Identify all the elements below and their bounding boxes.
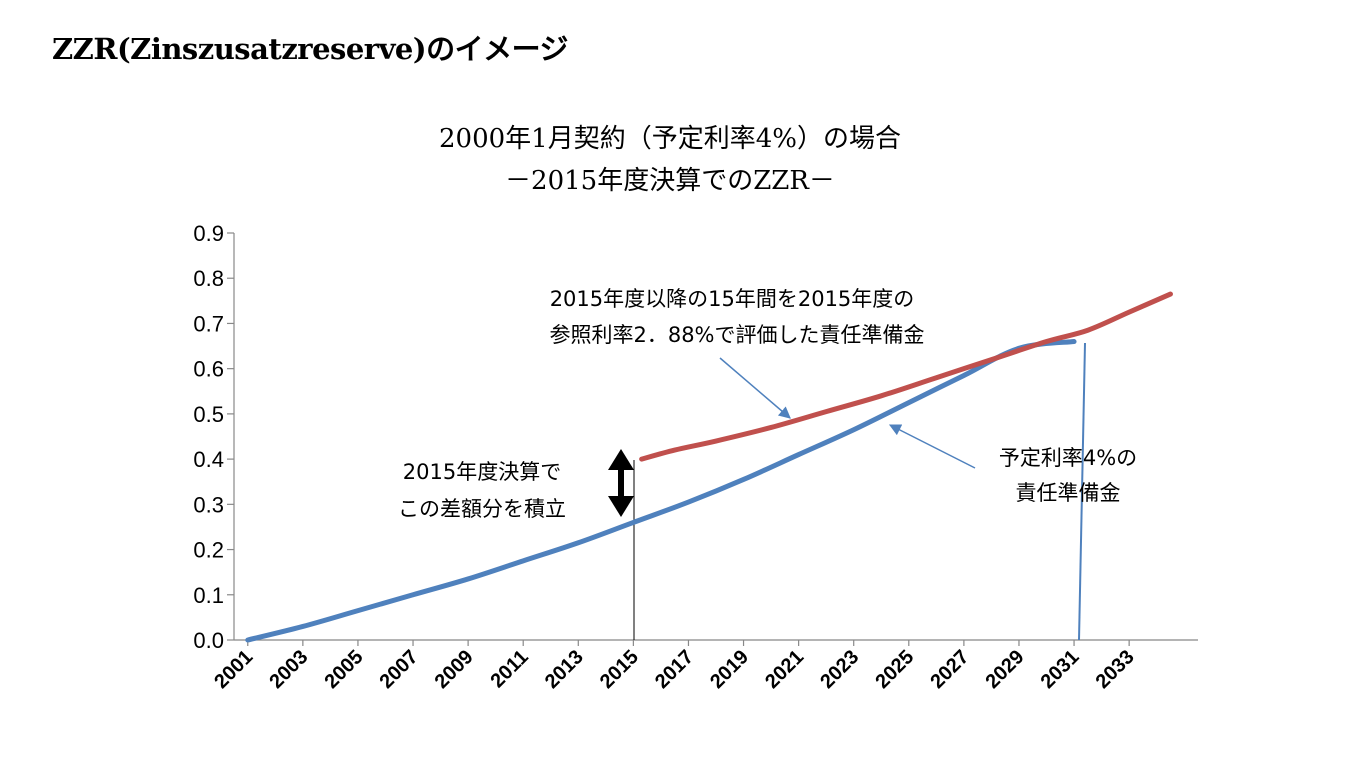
zzr-double-arrow	[608, 449, 634, 517]
y-tick-label: 0.1	[193, 583, 224, 608]
y-tick-label: 0.6	[193, 357, 224, 382]
y-tick-label: 0.2	[193, 538, 224, 563]
x-tick-label: 2019	[706, 646, 753, 693]
x-tick-label: 2031	[1037, 646, 1084, 693]
red-note-line-1: 2015年度以降の15年間を2015年度の	[550, 287, 915, 311]
zzr-note-line-1: 2015年度決算で	[403, 460, 561, 484]
blue-note-line-1: 予定利率4%の	[999, 446, 1137, 470]
x-tick-label: 2027	[926, 646, 973, 693]
zzr-note-line-2: この差額分を積立	[398, 497, 566, 521]
red-note-arrow	[719, 357, 791, 419]
x-tick-label: 2021	[761, 646, 808, 693]
y-tick-label: 0.9	[193, 221, 224, 246]
y-tick-label: 0.5	[193, 402, 224, 427]
chart-subtitle: －2015年度決算でのZZR－	[505, 166, 835, 196]
x-tick-label: 2033	[1092, 646, 1139, 693]
x-tick-label: 2015	[596, 646, 643, 693]
series-layer	[245, 291, 1173, 643]
y-tick-label: 0.4	[193, 447, 224, 472]
x-tick-label: 2005	[320, 646, 367, 693]
x-tick-label: 2011	[486, 646, 532, 692]
x-tick-label: 2001	[210, 646, 257, 693]
red-zzr-line	[639, 291, 1173, 462]
vline-2031	[1078, 342, 1086, 641]
blue-note-arrow	[888, 424, 976, 469]
x-tick-label: 2009	[431, 646, 478, 693]
y-tick-label: 0.0	[193, 628, 224, 653]
x-tick-label: 2029	[981, 646, 1028, 693]
page-title: ZZR(Zinszusatzreserve)のイメージ	[52, 32, 569, 66]
x-tick-label: 2025	[871, 646, 918, 693]
y-tick-label: 0.3	[193, 492, 224, 517]
y-tick-label: 0.8	[193, 266, 224, 291]
chart-title: 2000年1月契約（予定利率4%）の場合	[439, 124, 901, 154]
blue-note-line-2: 責任準備金	[1016, 481, 1121, 505]
red-note-line-2: 参照利率2．88%で評価した責任準備金	[549, 323, 924, 347]
blue-reserve-line	[245, 339, 1077, 643]
x-tick-label: 2017	[651, 646, 698, 693]
y-ticks: 0.0 0.1 0.2 0.3 0.4 0.5 0.6 0.7 0.8 0.9	[193, 221, 234, 653]
x-tick-label: 2007	[376, 646, 423, 693]
y-tick-label: 0.7	[193, 311, 224, 336]
x-tick-label: 2013	[541, 646, 588, 693]
x-ticks: 2001 2003 2005 2007 2009 2011 2013 2015 2017 2019…	[210, 640, 1139, 693]
x-tick-label: 2023	[816, 646, 863, 693]
x-tick-label: 2003	[265, 646, 312, 693]
